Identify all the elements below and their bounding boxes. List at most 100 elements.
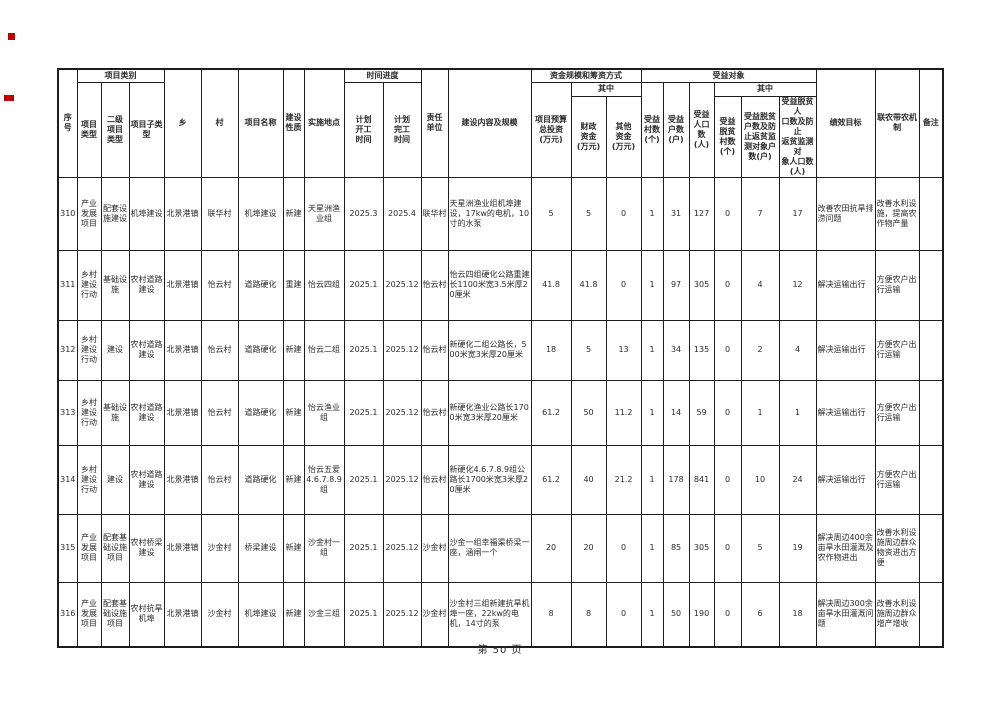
table-cell: 11.2 <box>605 379 642 446</box>
table-cell: 1 <box>778 379 817 446</box>
col-header-farmer-linkage: 联农带农机 制 <box>874 68 920 178</box>
table-cell: 2025.1 <box>343 379 384 446</box>
table-cell: 0 <box>713 444 742 515</box>
col-header-performance-goal: 绩效目标 <box>815 68 876 178</box>
table-cell: 机埠建设 <box>237 176 284 251</box>
table-cell: 天星洲渔业组 <box>303 176 345 251</box>
table-cell: 北景港镇 <box>163 379 202 446</box>
table-cell: 0 <box>713 176 742 251</box>
table-cell: 机埠建设 <box>128 176 165 251</box>
table-cell: 1 <box>640 249 664 321</box>
table-cell: 新建 <box>282 581 305 648</box>
table-cell: 怡云村 <box>420 379 449 446</box>
col-header-construction-nature: 建设 性质 <box>282 68 305 178</box>
table-cell: 配套基础设施项目 <box>100 513 130 583</box>
table-cell: 农村道路建设 <box>128 444 165 515</box>
table-cell: 建设 <box>100 319 130 381</box>
table-row: 312 乡村建设行动 建设 农村道路建设 北景港镇 怡云村 道路硬化 新建 怡云二组 2025.1… <box>57 319 944 381</box>
table-cell: 2025.1 <box>343 319 384 381</box>
table-cell: 2025.12 <box>382 379 422 446</box>
table-cell: 怡云五爱4.6.7.8.9组 <box>303 444 345 515</box>
group-header-project-category: 项目类别 <box>76 68 165 83</box>
table-cell <box>918 249 944 321</box>
table-row: 316 产业发展项目 配套基础设施项目 农村抗旱机埠 北景港镇 沙金村 机埠建设 新建 沙金三组… <box>57 581 944 648</box>
table-cell: 怡云村 <box>420 444 449 515</box>
table-cell: 12 <box>778 249 817 321</box>
table-cell: 40 <box>570 444 607 515</box>
table-cell: 沙金村 <box>420 581 449 648</box>
table-cell: 农村道路建设 <box>128 319 165 381</box>
red-annotation-mark-1 <box>8 33 15 40</box>
table-cell: 6 <box>740 581 780 648</box>
col-header-content-scale: 建设内容及规模 <box>447 68 532 178</box>
table-cell: 2025.1 <box>343 249 384 321</box>
col-header-planned-start: 计划 开工 时间 <box>343 81 384 178</box>
table-cell: 乡村建设行动 <box>76 249 102 321</box>
table-cell: 建设 <box>100 444 130 515</box>
table-cell: 新建 <box>282 513 305 583</box>
table-cell: 2025.12 <box>382 249 422 321</box>
col-header-project-type: 项目 类型 <box>76 81 102 178</box>
table-row: 311 乡村建设行动 基础设施 农村道路建设 北景港镇 怡云村 道路硬化 重建 怡云四组 2025… <box>57 249 944 321</box>
table-cell: 313 <box>57 379 78 446</box>
group-header-beneficiaries: 受益对象 <box>640 68 817 83</box>
table-cell: 305 <box>688 513 715 583</box>
table-cell: 解决周边400余亩旱水田灌溉及农作物进出 <box>815 513 876 583</box>
table-cell: 怡云村 <box>200 444 239 515</box>
table-cell: 机埠建设 <box>237 581 284 648</box>
table-cell: 北景港镇 <box>163 444 202 515</box>
table-cell: 怡云渔业组 <box>303 379 345 446</box>
table-cell: 2025.1 <box>343 444 384 515</box>
table-cell: 沙金村三组新建抗旱机埠一座，22kw的电机，14寸的泵 <box>447 581 532 648</box>
table-cell: 新建 <box>282 379 305 446</box>
table-cell: 1 <box>640 513 664 583</box>
table-cell: 基础设施 <box>100 379 130 446</box>
table-cell: 农村桥梁建设 <box>128 513 165 583</box>
col-header-benefit-population: 受益 人口 数 (人) <box>688 81 715 178</box>
table-cell: 乡村建设行动 <box>76 379 102 446</box>
table-cell: 7 <box>740 176 780 251</box>
col-header-serial: 序 号 <box>57 68 78 178</box>
table-cell: 13 <box>605 319 642 381</box>
table-cell: 0 <box>713 249 742 321</box>
table-cell: 190 <box>688 581 715 648</box>
table-cell: 1 <box>640 379 664 446</box>
table-cell: 产业发展项目 <box>76 176 102 251</box>
table-cell: 0 <box>605 513 642 583</box>
table-cell: 道路硬化 <box>237 249 284 321</box>
table-cell: 310 <box>57 176 78 251</box>
table-cell: 178 <box>662 444 690 515</box>
table-cell: 北景港镇 <box>163 176 202 251</box>
col-header-poverty-population: 受益脱贫人 口数及防止 返贫监测对 象人口数 (人) <box>778 95 817 178</box>
table-cell: 沙金村 <box>200 513 239 583</box>
table-cell: 1 <box>640 176 664 251</box>
table-cell: 怡云村 <box>420 249 449 321</box>
col-header-other-funds: 其他 资金 (万元) <box>605 95 642 178</box>
table-cell: 怡云四组 <box>303 249 345 321</box>
table-cell: 5 <box>530 176 572 251</box>
table-cell: 2025.1 <box>343 581 384 648</box>
table-row: 314 乡村建设行动 建设 农村道路建设 北景港镇 怡云村 道路硬化 新建 怡云五爱4.6.7.… <box>57 444 944 515</box>
table-cell: 产业发展项目 <box>76 581 102 648</box>
table-cell: 1 <box>640 319 664 381</box>
table-cell: 50 <box>570 379 607 446</box>
table-cell: 97 <box>662 249 690 321</box>
table-cell: 北景港镇 <box>163 581 202 648</box>
table-cell: 1 <box>640 444 664 515</box>
table-cell: 314 <box>57 444 78 515</box>
table-cell: 解决运输出行 <box>815 249 876 321</box>
table-cell <box>918 176 944 251</box>
col-header-secondary-type: 二级 项目 类型 <box>100 81 130 178</box>
group-header-schedule: 时间进度 <box>343 68 422 83</box>
table-cell: 沙金三组 <box>303 581 345 648</box>
table-row: 315 产业发展项目 配套基础设施项目 农村桥梁建设 北景港镇 沙金村 桥梁建设 新建 沙金村一… <box>57 513 944 583</box>
table-cell: 天星洲渔业组机埠建设，17kw的电机，10寸的水泵 <box>447 176 532 251</box>
table-cell: 315 <box>57 513 78 583</box>
col-header-remarks: 备注 <box>918 68 944 178</box>
table-cell: 新硬化渔业公路长1700米宽3米厚20厘米 <box>447 379 532 446</box>
table-cell: 2025.12 <box>382 444 422 515</box>
table-cell: 85 <box>662 513 690 583</box>
table-cell: 改善水利设施，提高农作物产量 <box>874 176 920 251</box>
table-cell: 1 <box>740 379 780 446</box>
